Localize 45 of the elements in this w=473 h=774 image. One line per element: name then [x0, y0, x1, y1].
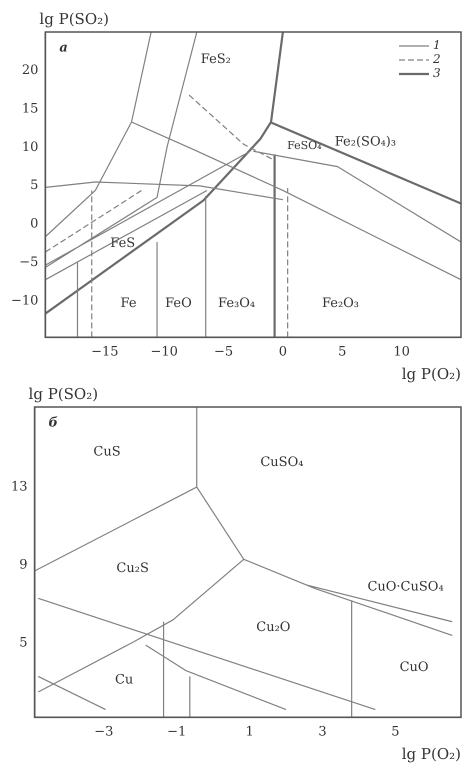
y-tick-label: 0	[30, 216, 38, 232]
annotation: Fe₂(SO₄)₃	[334, 134, 396, 150]
legend-label: 3	[433, 66, 441, 80]
y-tick-label: 5	[30, 178, 38, 194]
x-tick-label: 0	[278, 344, 288, 360]
annotation: CuO	[400, 660, 429, 676]
x-tick-label: −3	[94, 724, 114, 740]
y-tick-label: −10	[10, 294, 38, 309]
y-tick-label: 13	[10, 479, 28, 494]
y-tick-label: −5	[19, 255, 38, 270]
annotation: FeSO₄	[287, 138, 322, 152]
x-axis-title: lg P(O₂)	[402, 745, 461, 763]
x-tick-label: −1	[167, 724, 186, 740]
annotation: CuO·CuSO₄	[367, 579, 444, 594]
annotation: Cu₂O	[256, 620, 290, 635]
annotation: FeS₂	[200, 52, 231, 67]
y-tick-label: 5	[19, 636, 28, 651]
x-tick-label: −15	[91, 344, 119, 360]
x-tick-label: −5	[214, 344, 234, 360]
x-tick-label: 5	[338, 344, 346, 360]
annotation: Cu₂S	[116, 560, 149, 576]
annotation: CuS	[93, 444, 121, 460]
annotation: Cu	[114, 672, 134, 688]
annotation: FeO	[165, 296, 192, 312]
x-tick-label: 10	[393, 344, 410, 360]
y-tick-label: 20	[22, 62, 38, 78]
y-tick-label: 15	[22, 101, 38, 116]
annotation: CuSO₄	[260, 455, 304, 470]
annotation: Fe₂O₃	[322, 296, 360, 312]
x-tick-label: 1	[245, 724, 254, 740]
legend-label: 2	[432, 52, 441, 66]
y-axis-title: lg P(SO₂)	[39, 10, 109, 28]
y-tick-label: 10	[22, 140, 38, 155]
y-tick-label: 9	[19, 558, 28, 573]
annotation: Fe	[120, 296, 137, 312]
annotation: а	[59, 40, 68, 56]
annotation: Fe₃O₄	[218, 296, 256, 312]
annotation: FeS	[110, 236, 136, 252]
x-axis-title: lg P(O₂)	[402, 365, 461, 383]
x-tick-label: 3	[318, 724, 327, 740]
y-axis-title: lg P(SO₂)	[28, 385, 98, 403]
x-tick-label: 5	[391, 724, 400, 740]
x-tick-label: −10	[150, 344, 178, 360]
legend-label: 1	[433, 38, 441, 52]
annotation: б	[48, 415, 59, 430]
